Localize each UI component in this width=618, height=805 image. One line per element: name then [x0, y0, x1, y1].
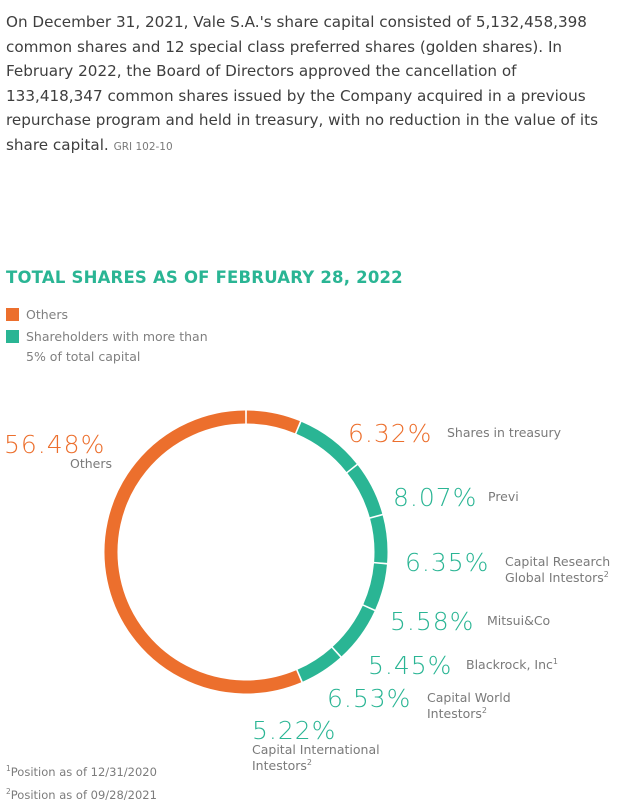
slice-percent-3: 6.35% [405, 548, 489, 577]
footnote-1-mark: 1 [6, 764, 11, 773]
donut-slice-8 [104, 410, 302, 694]
slice-label-5: Blackrock, Inc1 [466, 657, 558, 672]
slice-label-2: Previ [488, 489, 519, 504]
chart-title: TOTAL SHARES AS OF FEBRUARY 28, 2022 [6, 268, 403, 287]
slice-percent-6: 6.53% [327, 684, 411, 713]
legend-swatch-others [6, 308, 19, 321]
slice-percent-1: 6.32% [348, 419, 432, 448]
legend-item-major-shareholders: Shareholders with more than 5% of total … [6, 327, 211, 367]
slice-labels: 6.32% Shares in treasury 8.07% Previ 6.35% Ca… [4, 419, 610, 773]
donut-slice-7 [297, 647, 341, 682]
footnote-2-mark: 2 [6, 786, 11, 796]
intro-text: On December 31, 2021, Vale S.A.'s share … [6, 13, 598, 154]
legend-label-major-shareholders: Shareholders with more than 5% of total … [26, 329, 208, 364]
slice-label-8: Others [70, 456, 112, 471]
donut-slice-3 [347, 465, 383, 518]
slice-label-7: Capital International Intestors2 [252, 742, 380, 773]
footnote-2-text: Position as of 09/28/2021 [10, 787, 157, 802]
slice-percent-8: 56.48% [4, 430, 105, 459]
footnote-1-text: Position as of 12/31/2020 [10, 764, 157, 779]
donut-slices [104, 410, 388, 694]
slice-percent-2: 8.07% [393, 483, 477, 512]
donut-slice-1 [246, 410, 300, 434]
donut-slice-5 [363, 563, 387, 610]
legend-swatch-major-shareholders [6, 330, 19, 343]
slice-label-1: Shares in treasury [447, 425, 562, 440]
footnote-2: 2Position as of 09/28/2021 [6, 782, 157, 805]
gri-reference: GRI 102-10 [113, 140, 173, 153]
slice-percent-4: 5.58% [390, 607, 474, 636]
footnote-1: 1Position as of 12/31/2020 [6, 759, 157, 782]
slice-percent-7: 5.22% [252, 716, 336, 745]
legend-item-others: Others [6, 305, 211, 325]
slice-label-6: Capital World Intestors2 [427, 690, 511, 721]
donut-slice-4 [370, 515, 388, 563]
intro-paragraph: On December 31, 2021, Vale S.A.'s share … [6, 10, 606, 159]
slice-label-4: Mitsui&Co [487, 613, 550, 628]
donut-slice-2 [296, 421, 357, 473]
slice-label-3: Capital Research Global Intestors2 [505, 554, 610, 585]
slice-percent-5: 5.45% [368, 651, 452, 680]
donut-slice-6 [332, 605, 375, 657]
chart-legend: Others Shareholders with more than 5% of… [6, 305, 211, 369]
legend-label-others: Others [26, 307, 69, 322]
footnotes: 1Position as of 12/31/2020 2Position as … [6, 759, 157, 805]
